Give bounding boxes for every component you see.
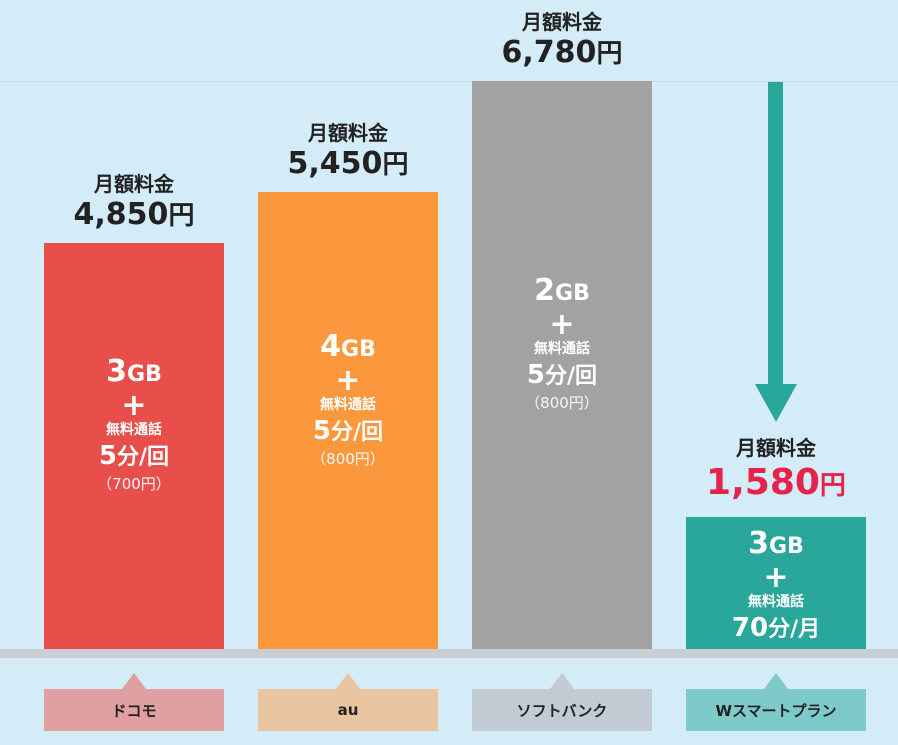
data-allowance: 4GB [258, 330, 438, 367]
free-calls-unit: 分/回 [331, 420, 384, 445]
yen-unit: 円 [382, 150, 409, 180]
monthly-fee-amount: 1,580 [706, 462, 820, 503]
data-amount: 4 [320, 329, 342, 364]
monthly-fee-amount: 5,450 [287, 146, 383, 181]
bar-plan-details: 4GB + 無料通話 5分/回 （800円） [258, 330, 438, 469]
monthly-fee-value: 5,450円 [238, 146, 458, 183]
chart-baseline [0, 649, 898, 658]
category-label-0: ドコモ [44, 689, 224, 731]
data-allowance: 3GB [686, 527, 866, 564]
label-pointer [550, 673, 574, 689]
data-amount: 2 [534, 273, 556, 308]
free-calls-minutes: 5 [98, 441, 118, 471]
price-header-1: 月額料金 5,450円 [238, 120, 458, 183]
free-calls-unit: 分/月 [768, 617, 821, 642]
call-option-price: （700円） [97, 475, 171, 493]
free-calls-label: 無料通話 [106, 422, 162, 438]
bar-3: 3GB + 無料通話 70分/月 [686, 517, 866, 649]
plus-sign: + [335, 363, 361, 398]
monthly-fee-label: 月額料金 [736, 436, 816, 460]
monthly-fee-label: 月額料金 [308, 121, 388, 145]
monthly-fee-value: 6,780円 [452, 35, 672, 72]
data-unit: GB [341, 337, 376, 362]
data-unit: GB [769, 534, 804, 559]
bar-plan-details: 3GB + 無料通話 70分/月 [686, 527, 866, 646]
arrow-shaft [768, 82, 783, 387]
data-amount: 3 [106, 354, 128, 389]
call-option-price: （800円） [311, 450, 385, 468]
arrow-head [755, 384, 797, 422]
bar-1: 4GB + 無料通話 5分/回 （800円） [258, 192, 438, 649]
free-calls-unit: 分/回 [117, 445, 170, 470]
free-calls-minutes: 70 [731, 613, 769, 643]
bar-plan-details: 2GB + 無料通話 5分/回 （800円） [472, 274, 652, 413]
price-header-2: 月額料金 6,780円 [452, 9, 672, 72]
free-calls-minutes: 5 [312, 416, 332, 446]
free-calls-unit: 分/回 [545, 364, 598, 389]
yen-unit: 円 [819, 471, 846, 501]
free-calls-value: 5分/回 [472, 359, 652, 393]
label-pointer [336, 673, 360, 689]
free-calls-value: 70分/月 [686, 612, 866, 646]
label-pointer [122, 673, 146, 689]
data-allowance: 2GB [472, 274, 652, 311]
monthly-fee-value: 4,850円 [24, 197, 244, 234]
free-calls-label: 無料通話 [320, 397, 376, 413]
category-label-3: Wスマートプラン [686, 689, 866, 731]
monthly-fee-label: 月額料金 [522, 10, 602, 34]
monthly-fee-amount: 4,850 [73, 197, 169, 232]
plus-sign: + [549, 307, 575, 342]
free-calls-minutes: 5 [526, 360, 546, 390]
monthly-fee-amount: 6,780 [501, 35, 597, 70]
free-calls-label: 無料通話 [534, 341, 590, 357]
data-allowance: 3GB [44, 355, 224, 392]
call-option-price: （800円） [525, 394, 599, 412]
bar-0: 3GB + 無料通話 5分/回 （700円） [44, 243, 224, 649]
yen-unit: 円 [596, 39, 623, 69]
free-calls-value: 5分/回 [258, 415, 438, 449]
plus-sign: + [763, 560, 789, 595]
top-guide-line [0, 81, 898, 82]
bar-plan-details: 3GB + 無料通話 5分/回 （700円） [44, 355, 224, 494]
category-label-1: au [258, 689, 438, 731]
data-unit: GB [555, 281, 590, 306]
monthly-fee-label: 月額料金 [94, 172, 174, 196]
yen-unit: 円 [168, 201, 195, 231]
data-amount: 3 [748, 526, 770, 561]
free-calls-label: 無料通話 [748, 594, 804, 610]
label-pointer [764, 673, 788, 689]
bar-2: 2GB + 無料通話 5分/回 （800円） [472, 81, 652, 649]
price-header-0: 月額料金 4,850円 [24, 171, 244, 234]
data-unit: GB [127, 362, 162, 387]
price-header-3: 月額料金 1,580円 [666, 435, 886, 508]
plus-sign: + [121, 388, 147, 423]
category-label-2: ソフトバンク [472, 689, 652, 731]
monthly-fee-value: 1,580円 [666, 461, 886, 508]
free-calls-value: 5分/回 [44, 440, 224, 474]
